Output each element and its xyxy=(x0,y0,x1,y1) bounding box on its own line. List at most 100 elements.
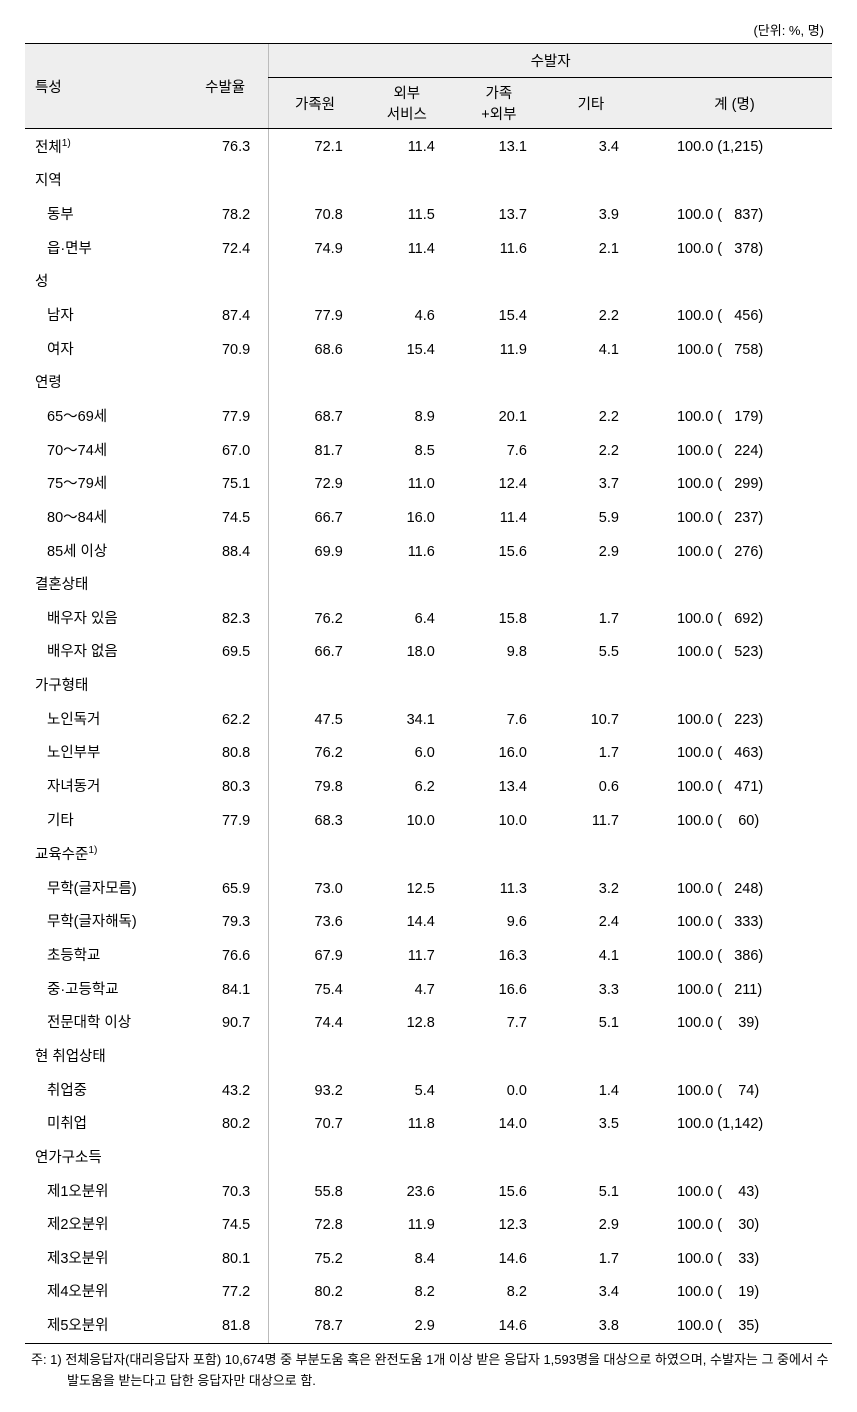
cell-rate: 88.4 xyxy=(182,535,269,569)
table-row: 제3오분위80.175.28.414.61.7100.0 ( 33) xyxy=(25,1242,832,1276)
cell: 15.6 xyxy=(453,1175,545,1209)
cell: 12.4 xyxy=(453,468,545,502)
cell: 5.5 xyxy=(545,636,637,670)
row-label: 읍·면부 xyxy=(25,232,182,266)
cell: 72.9 xyxy=(269,468,361,502)
header-rate: 수발율 xyxy=(182,44,269,129)
cell: 3.9 xyxy=(545,199,637,233)
cell: 16.0 xyxy=(453,737,545,771)
cell: 11.7 xyxy=(545,804,637,838)
cell xyxy=(361,838,453,872)
cell xyxy=(182,266,269,300)
table-row: 여자70.968.615.411.94.1100.0 ( 758) xyxy=(25,333,832,367)
cell-rate: 62.2 xyxy=(182,703,269,737)
cell: 15.4 xyxy=(453,300,545,334)
table-row: 노인부부80.876.26.016.01.7100.0 ( 463) xyxy=(25,737,832,771)
cell: 77.9 xyxy=(269,300,361,334)
cell: 78.7 xyxy=(269,1310,361,1344)
cell: 14.0 xyxy=(453,1108,545,1142)
cell: 2.2 xyxy=(545,400,637,434)
cell-total: 100.0 ( 19) xyxy=(637,1276,832,1310)
cell-rate: 69.5 xyxy=(182,636,269,670)
cell: 8.9 xyxy=(361,400,453,434)
row-label: 결혼상태 xyxy=(25,569,182,603)
cell-rate: 67.0 xyxy=(182,434,269,468)
row-label: 제2오분위 xyxy=(25,1209,182,1243)
cell: 67.9 xyxy=(269,940,361,974)
cell xyxy=(545,838,637,872)
row-label: 동부 xyxy=(25,199,182,233)
row-label: 제4오분위 xyxy=(25,1276,182,1310)
cell xyxy=(182,569,269,603)
cell-total: 100.0 ( 837) xyxy=(637,199,832,233)
cell xyxy=(269,838,361,872)
cell: 4.1 xyxy=(545,333,637,367)
cell-rate: 80.1 xyxy=(182,1242,269,1276)
header-sub-3: 기타 xyxy=(545,78,637,129)
unit-label: (단위: %, 명) xyxy=(25,20,832,39)
cell: 4.6 xyxy=(361,300,453,334)
row-label: 연가구소득 xyxy=(25,1141,182,1175)
cell xyxy=(361,569,453,603)
cell xyxy=(545,367,637,401)
cell-total: 100.0 ( 211) xyxy=(637,973,832,1007)
cell xyxy=(269,670,361,704)
cell: 13.4 xyxy=(453,771,545,805)
table-row: 중·고등학교84.175.44.716.63.3100.0 ( 211) xyxy=(25,973,832,1007)
cell-rate: 90.7 xyxy=(182,1007,269,1041)
row-label: 무학(글자해독) xyxy=(25,906,182,940)
cell-total: 100.0 ( 378) xyxy=(637,232,832,266)
cell-total: 100.0 ( 299) xyxy=(637,468,832,502)
cell xyxy=(453,1141,545,1175)
cell-total: 100.0 ( 43) xyxy=(637,1175,832,1209)
cell: 0.0 xyxy=(453,1074,545,1108)
cell: 9.8 xyxy=(453,636,545,670)
cell xyxy=(637,670,832,704)
cell: 16.3 xyxy=(453,940,545,974)
cell: 4.1 xyxy=(545,940,637,974)
cell: 34.1 xyxy=(361,703,453,737)
cell-total: 100.0 ( 386) xyxy=(637,940,832,974)
cell-rate: 87.4 xyxy=(182,300,269,334)
table-row: 무학(글자해독)79.373.614.49.62.4100.0 ( 333) xyxy=(25,906,832,940)
table-row: 제5오분위81.878.72.914.63.8100.0 ( 35) xyxy=(25,1310,832,1344)
cell xyxy=(361,1040,453,1074)
cell: 69.9 xyxy=(269,535,361,569)
cell xyxy=(637,1141,832,1175)
table-header: 특성 수발율 수발자 가족원외부서비스가족+외부기타계 (명) xyxy=(25,44,832,129)
row-label: 무학(글자모름) xyxy=(25,872,182,906)
cell: 74.4 xyxy=(269,1007,361,1041)
cell-rate: 43.2 xyxy=(182,1074,269,1108)
cell: 73.0 xyxy=(269,872,361,906)
row-label: 85세 이상 xyxy=(25,535,182,569)
cell-total: 100.0 ( 463) xyxy=(637,737,832,771)
cell: 55.8 xyxy=(269,1175,361,1209)
cell: 11.4 xyxy=(453,501,545,535)
cell-total: 100.0 ( 333) xyxy=(637,906,832,940)
cell: 73.6 xyxy=(269,906,361,940)
cell xyxy=(361,1141,453,1175)
table-row: 동부78.270.811.513.73.9100.0 ( 837) xyxy=(25,199,832,233)
cell-rate: 84.1 xyxy=(182,973,269,1007)
table-row: 가구형태 xyxy=(25,670,832,704)
footnote: 주: 1) 전체응답자(대리응답자 포함) 10,674명 중 부분도움 혹은 … xyxy=(61,1350,832,1392)
cell: 0.6 xyxy=(545,771,637,805)
cell: 11.9 xyxy=(361,1209,453,1243)
cell: 70.7 xyxy=(269,1108,361,1142)
cell xyxy=(453,266,545,300)
cell: 79.8 xyxy=(269,771,361,805)
cell-rate: 79.3 xyxy=(182,906,269,940)
cell: 8.5 xyxy=(361,434,453,468)
cell: 6.4 xyxy=(361,602,453,636)
cell: 93.2 xyxy=(269,1074,361,1108)
header-sub-0: 가족원 xyxy=(269,78,361,129)
cell-total: 100.0 ( 523) xyxy=(637,636,832,670)
cell-rate: 77.9 xyxy=(182,804,269,838)
table-row: 지역 xyxy=(25,165,832,199)
cell-total: 100.0 ( 30) xyxy=(637,1209,832,1243)
cell: 2.9 xyxy=(545,535,637,569)
cell: 80.2 xyxy=(269,1276,361,1310)
table-row: 결혼상태 xyxy=(25,569,832,603)
cell-total: 100.0 ( 223) xyxy=(637,703,832,737)
row-label: 제3오분위 xyxy=(25,1242,182,1276)
